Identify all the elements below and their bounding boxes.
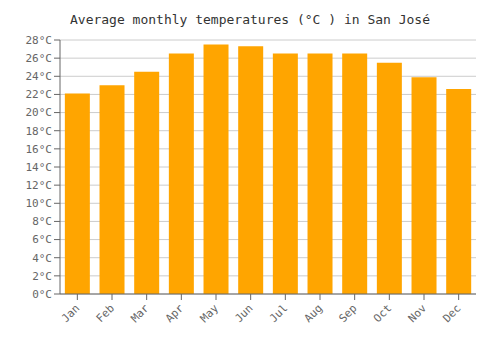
svg-text:24°C: 24°C <box>26 70 53 83</box>
svg-text:22°C: 22°C <box>26 88 53 101</box>
svg-text:0°C: 0°C <box>32 288 52 301</box>
svg-text:6°C: 6°C <box>32 233 52 246</box>
svg-text:Sep: Sep <box>336 302 359 325</box>
svg-text:16°C: 16°C <box>26 143 53 156</box>
svg-text:14°C: 14°C <box>26 161 53 174</box>
svg-text:18°C: 18°C <box>26 125 53 138</box>
svg-text:2°C: 2°C <box>32 270 52 283</box>
svg-text:Jan: Jan <box>59 302 82 325</box>
svg-text:Oct: Oct <box>371 302 394 325</box>
svg-text:Apr: Apr <box>163 301 187 325</box>
svg-text:8°C: 8°C <box>32 215 52 228</box>
svg-text:Nov: Nov <box>406 301 430 325</box>
svg-text:Jun: Jun <box>232 302 255 325</box>
svg-text:4°C: 4°C <box>32 252 52 265</box>
svg-text:20°C: 20°C <box>26 106 53 119</box>
svg-text:Dec: Dec <box>440 302 463 325</box>
svg-text:Aug: Aug <box>302 302 325 325</box>
svg-text:Mar: Mar <box>128 301 152 325</box>
svg-text:12°C: 12°C <box>26 179 53 192</box>
svg-text:Jul: Jul <box>267 302 290 325</box>
svg-text:10°C: 10°C <box>26 197 53 210</box>
svg-text:26°C: 26°C <box>26 52 53 65</box>
svg-text:Feb: Feb <box>94 302 117 325</box>
html-text:Average monthly temperatures (: Average monthly temperatures (°C ) in Sa… <box>70 12 430 27</box>
svg-text:May: May <box>198 301 222 325</box>
svg-text:28°C: 28°C <box>26 34 53 47</box>
